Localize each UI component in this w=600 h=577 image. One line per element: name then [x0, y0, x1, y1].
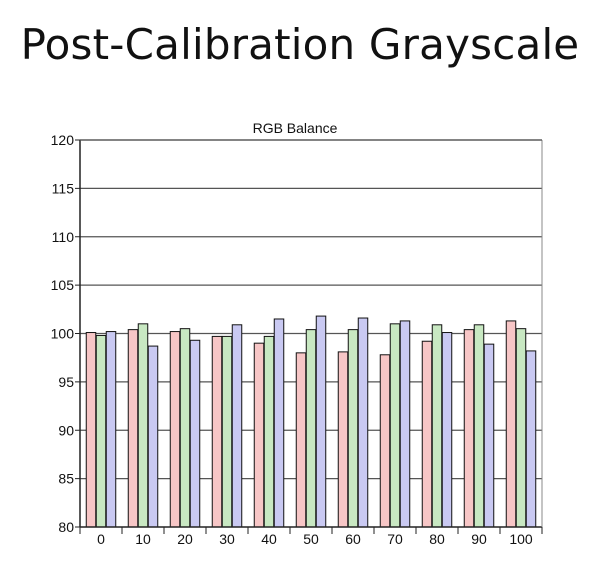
- y-tick-label: 90: [58, 422, 74, 438]
- x-tick-label: 80: [429, 531, 445, 547]
- bar-blue-100: [525, 350, 537, 528]
- bar-green-100: [515, 328, 527, 528]
- bar-red-80: [421, 340, 433, 528]
- y-tick-label: 80: [58, 519, 74, 535]
- page-title: Post-Calibration Grayscale: [20, 20, 580, 69]
- bar-blue-40: [273, 318, 285, 528]
- x-tick-label: 20: [177, 531, 193, 547]
- bar-blue-80: [441, 332, 453, 528]
- bar-green-70: [389, 323, 401, 528]
- bar-green-90: [473, 324, 485, 528]
- y-tick-label: 105: [51, 277, 75, 293]
- bar-red-40: [253, 342, 265, 528]
- bar-blue-50: [315, 315, 327, 528]
- x-tick-label: 60: [345, 531, 361, 547]
- bar-blue-20: [189, 339, 201, 528]
- bar-red-30: [211, 335, 223, 528]
- bar-green-0: [95, 334, 107, 528]
- bar-blue-0: [105, 331, 117, 528]
- chart-title: RGB Balance: [253, 120, 338, 136]
- bar-red-70: [379, 354, 391, 528]
- x-tick-label: 50: [303, 531, 319, 547]
- bar-green-30: [221, 335, 233, 528]
- bar-green-60: [347, 329, 359, 528]
- bar-blue-90: [483, 343, 495, 528]
- bar-blue-30: [231, 324, 243, 528]
- x-tick-label: 100: [509, 531, 533, 547]
- bar-red-60: [337, 351, 349, 528]
- bar-blue-10: [147, 345, 159, 528]
- bar-red-90: [463, 329, 475, 528]
- y-tick-label: 100: [51, 326, 75, 342]
- bar-green-10: [137, 323, 149, 528]
- y-tick-label: 85: [58, 471, 74, 487]
- y-tick-label: 95: [58, 374, 74, 390]
- bar-red-50: [295, 352, 307, 528]
- axes: [75, 139, 543, 534]
- y-tick-label: 115: [52, 180, 75, 196]
- bar-red-100: [505, 320, 517, 528]
- y-tick-labels: 80 85 90 95 100 105 110 115 120: [51, 132, 75, 535]
- bar-blue-60: [357, 317, 369, 528]
- bar-blue-70: [399, 320, 411, 528]
- y-tick-label: 120: [51, 132, 75, 148]
- x-tick-label: 10: [135, 531, 151, 547]
- bar-red-20: [169, 331, 181, 528]
- x-tick-label: 70: [387, 531, 403, 547]
- x-tick-labels: 0 10 20 30 40 50 60 70 80 90 100: [97, 531, 533, 547]
- x-tick-label: 0: [97, 531, 105, 547]
- bars: [85, 315, 537, 528]
- bar-green-20: [179, 328, 191, 528]
- bar-green-80: [431, 324, 443, 528]
- x-tick-label: 30: [219, 531, 235, 547]
- x-tick-label: 90: [471, 531, 487, 547]
- x-tick-label: 40: [261, 531, 277, 547]
- bar-red-0: [85, 332, 97, 528]
- bar-red-10: [127, 329, 139, 528]
- bar-green-40: [263, 335, 275, 528]
- bar-green-50: [305, 329, 317, 528]
- y-tick-label: 110: [52, 229, 75, 245]
